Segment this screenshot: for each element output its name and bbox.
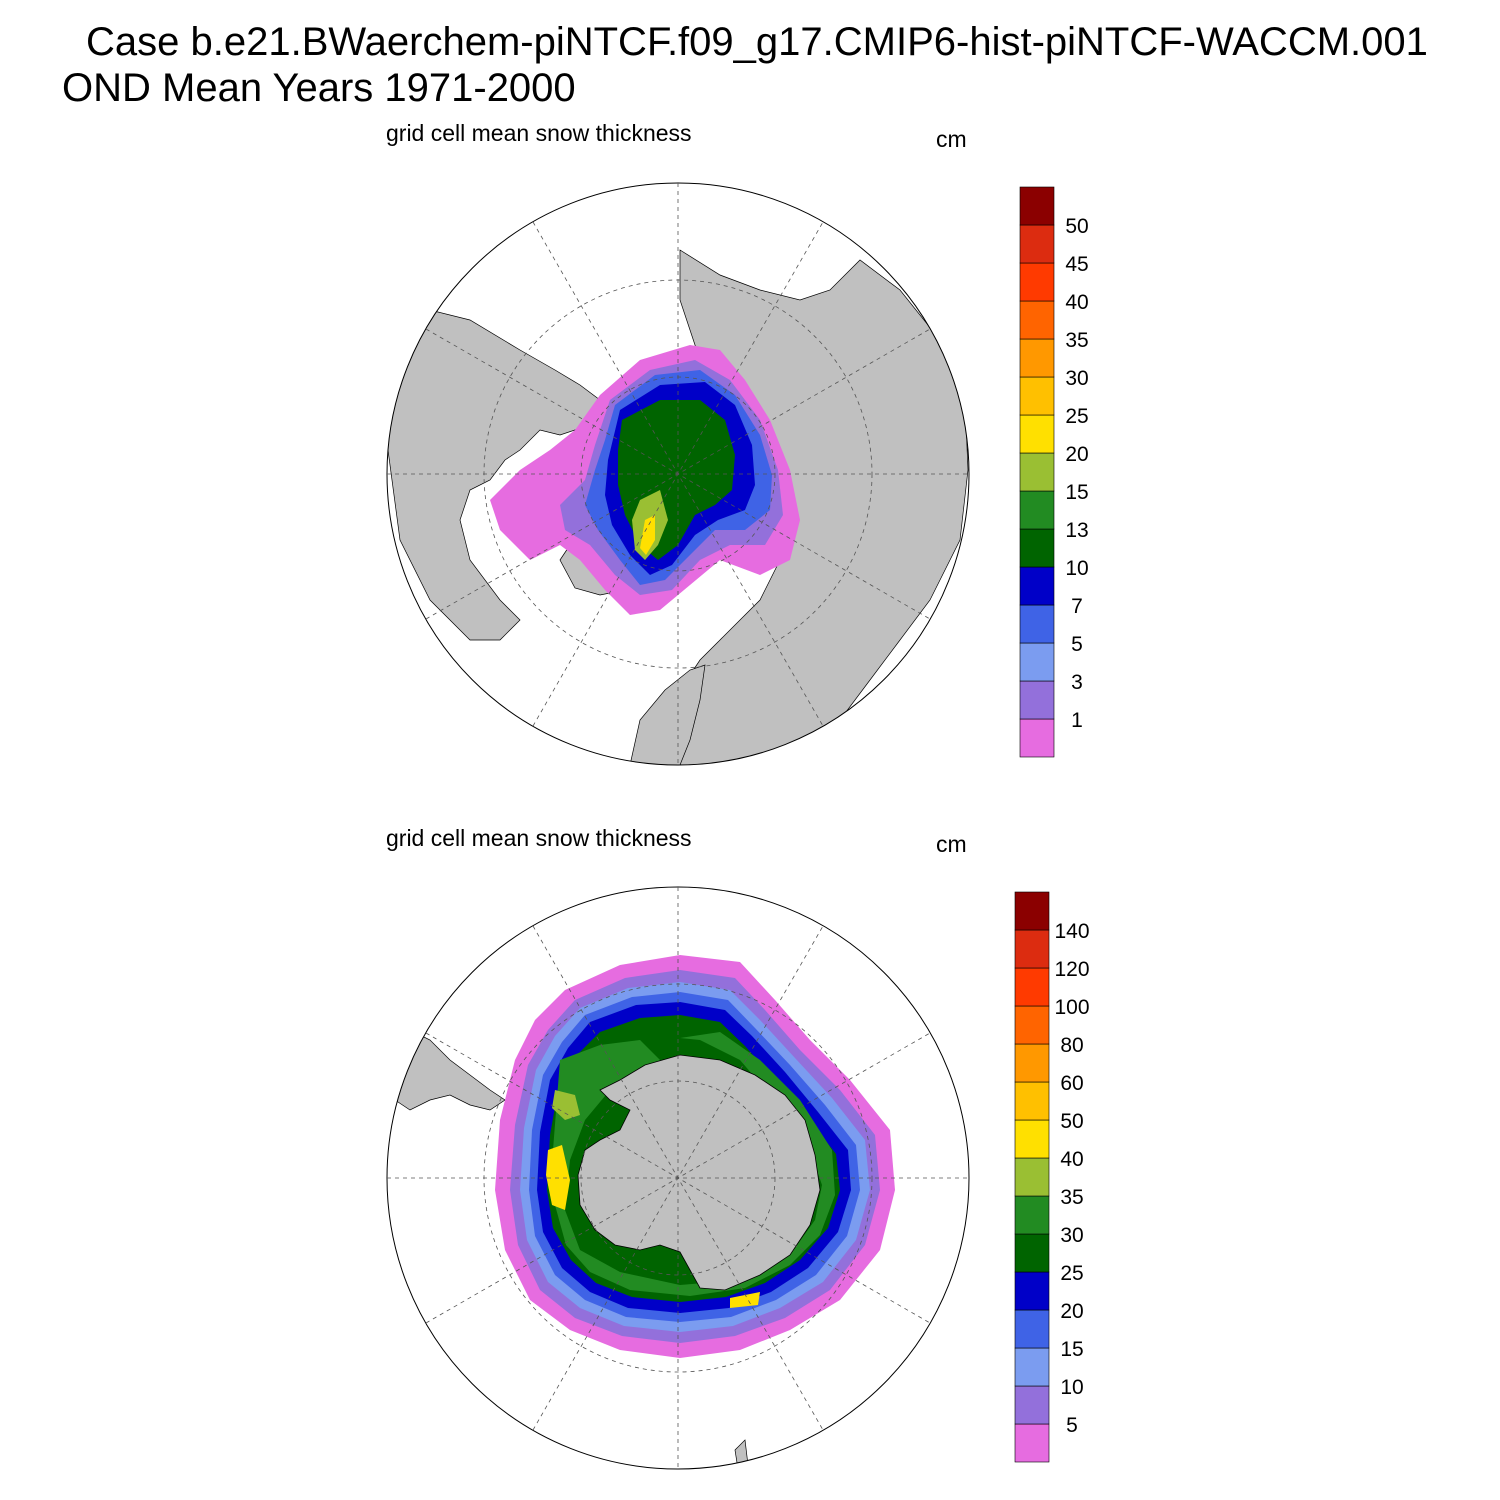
north-colorbar-tick-label: 7: [1071, 595, 1083, 618]
north-colorbar-tick-label: 45: [1065, 253, 1088, 276]
south-polar-map: [386, 886, 970, 1470]
north-colorbar-box: [1019, 376, 1055, 416]
south-colorbar-tick-label: 30: [1060, 1224, 1083, 1247]
north-colorbar-tick-label: 13: [1065, 519, 1088, 542]
south-colorbar-box: [1014, 1119, 1050, 1159]
north-colorbar-box: [1019, 528, 1055, 568]
south-land-south-america: [394, 1029, 506, 1111]
north-colorbar-box: [1019, 680, 1055, 720]
north-units-label: cm: [936, 126, 967, 152]
south-colorbar-box: [1014, 1271, 1050, 1311]
south-colorbar-tick-label: 25: [1060, 1262, 1083, 1285]
figure-title-period: OND Mean Years 1971-2000: [62, 66, 576, 110]
south-colorbar-box: [1014, 1005, 1050, 1045]
north-colorbar-tick-label: 3: [1071, 671, 1083, 694]
south-colorbar-box: [1014, 891, 1050, 931]
north-colorbar-tick-label: 10: [1065, 557, 1088, 580]
south-colorbar-box: [1014, 1423, 1050, 1463]
north-colorbar-tick-label: 30: [1065, 367, 1088, 390]
south-colorbar-tick-label: 40: [1060, 1148, 1083, 1171]
south-snow-band-50cm-east: [730, 1292, 760, 1308]
north-colorbar-box: [1019, 224, 1055, 264]
south-colorbar-box: [1014, 1043, 1050, 1083]
north-colorbar-box: [1019, 718, 1055, 758]
south-colorbar-tick-label: 50: [1060, 1110, 1083, 1133]
south-colorbar-box: [1014, 929, 1050, 969]
north-colorbar-box: [1019, 490, 1055, 530]
south-colorbar-tick-label: 35: [1060, 1186, 1083, 1209]
south-colorbar-tick-label: 100: [1054, 996, 1089, 1019]
south-colorbar-tick-label: 20: [1060, 1300, 1083, 1323]
north-snow-band-20cm: [640, 515, 655, 555]
north-colorbar-tick-label: 5: [1071, 633, 1083, 656]
south-colorbar-tick-label: 5: [1066, 1414, 1078, 1437]
south-snow-band-40cm: [552, 1090, 580, 1120]
south-colorbar-box: [1014, 1309, 1050, 1349]
north-graticule: [387, 183, 969, 765]
south-colorbar-box: [1014, 1081, 1050, 1121]
south-units-label: cm: [936, 831, 967, 857]
north-colorbar-tick-label: 35: [1065, 329, 1088, 352]
south-colorbar-tick-label: 140: [1054, 920, 1089, 943]
north-colorbar-box: [1019, 338, 1055, 378]
north-colorbar-tick-label: 15: [1065, 481, 1088, 504]
north-colorbar-box: [1019, 300, 1055, 340]
south-snow-band-50cm: [546, 1145, 570, 1210]
south-graticule: [387, 887, 969, 1469]
south-colorbar-box: [1014, 967, 1050, 1007]
south-colorbar: 5 10 15 20 25 30 35 40 50 60 80 100 120 140: [1014, 891, 1090, 1463]
north-colorbar-box: [1019, 262, 1055, 302]
north-polar-map: [386, 182, 970, 766]
north-colorbar-tick-label: 25: [1065, 405, 1088, 428]
south-colorbar-box: [1014, 1157, 1050, 1197]
north-colorbar-tick-label: 40: [1065, 291, 1088, 314]
north-colorbar-tick-label: 20: [1065, 443, 1088, 466]
south-panel-title: grid cell mean snow thickness: [386, 825, 692, 851]
north-colorbar-tick-label: 1: [1071, 709, 1083, 732]
north-colorbar-box: [1019, 642, 1055, 682]
north-colorbar-box: [1019, 566, 1055, 606]
south-colorbar-tick-label: 60: [1060, 1072, 1083, 1095]
south-colorbar-tick-label: 120: [1054, 958, 1089, 981]
south-colorbar-box: [1014, 1385, 1050, 1425]
north-colorbar-box: [1019, 414, 1055, 454]
north-land-asia: [387, 309, 601, 641]
south-colorbar-box: [1014, 1233, 1050, 1273]
north-colorbar-box: [1019, 604, 1055, 644]
south-snow-band-35cm: [553, 1032, 835, 1296]
south-colorbar-tick-label: 10: [1060, 1376, 1083, 1399]
south-colorbar-box: [1014, 1347, 1050, 1387]
figure-title-case: Case b.e21.BWaerchem-piNTCF.f09_g17.CMIP…: [86, 20, 1428, 64]
south-colorbar-box: [1014, 1195, 1050, 1235]
north-land-europe: [629, 664, 706, 765]
south-colorbar-tick-label: 15: [1060, 1338, 1083, 1361]
north-colorbar-box: [1019, 186, 1055, 226]
north-panel-title: grid cell mean snow thickness: [386, 120, 692, 146]
north-colorbar-tick-label: 50: [1065, 215, 1088, 238]
north-colorbar-box: [1019, 452, 1055, 492]
south-colorbar-tick-label: 80: [1060, 1034, 1083, 1057]
